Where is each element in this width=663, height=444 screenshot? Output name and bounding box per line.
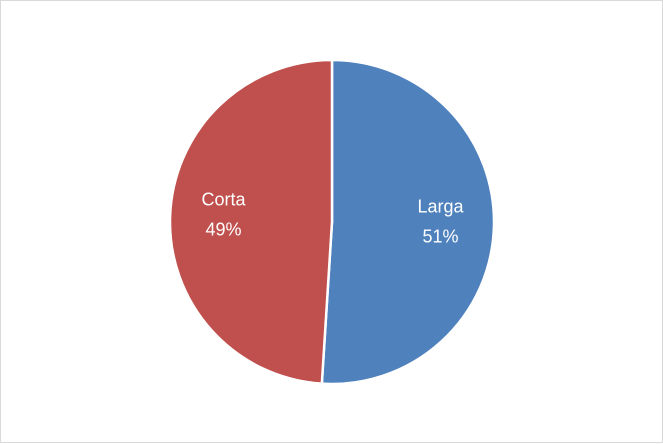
slice-category-label: Larga xyxy=(417,196,464,216)
pie-slices xyxy=(168,58,496,386)
pie-labels: Larga 51% Corta 49% xyxy=(202,190,465,247)
pie-slice-corta xyxy=(168,58,334,385)
pie-slice-larga xyxy=(320,58,496,386)
slice-percent-label: 51% xyxy=(422,226,458,246)
slice-percent-label: 49% xyxy=(205,220,241,240)
slice-category-label: Corta xyxy=(202,190,247,210)
